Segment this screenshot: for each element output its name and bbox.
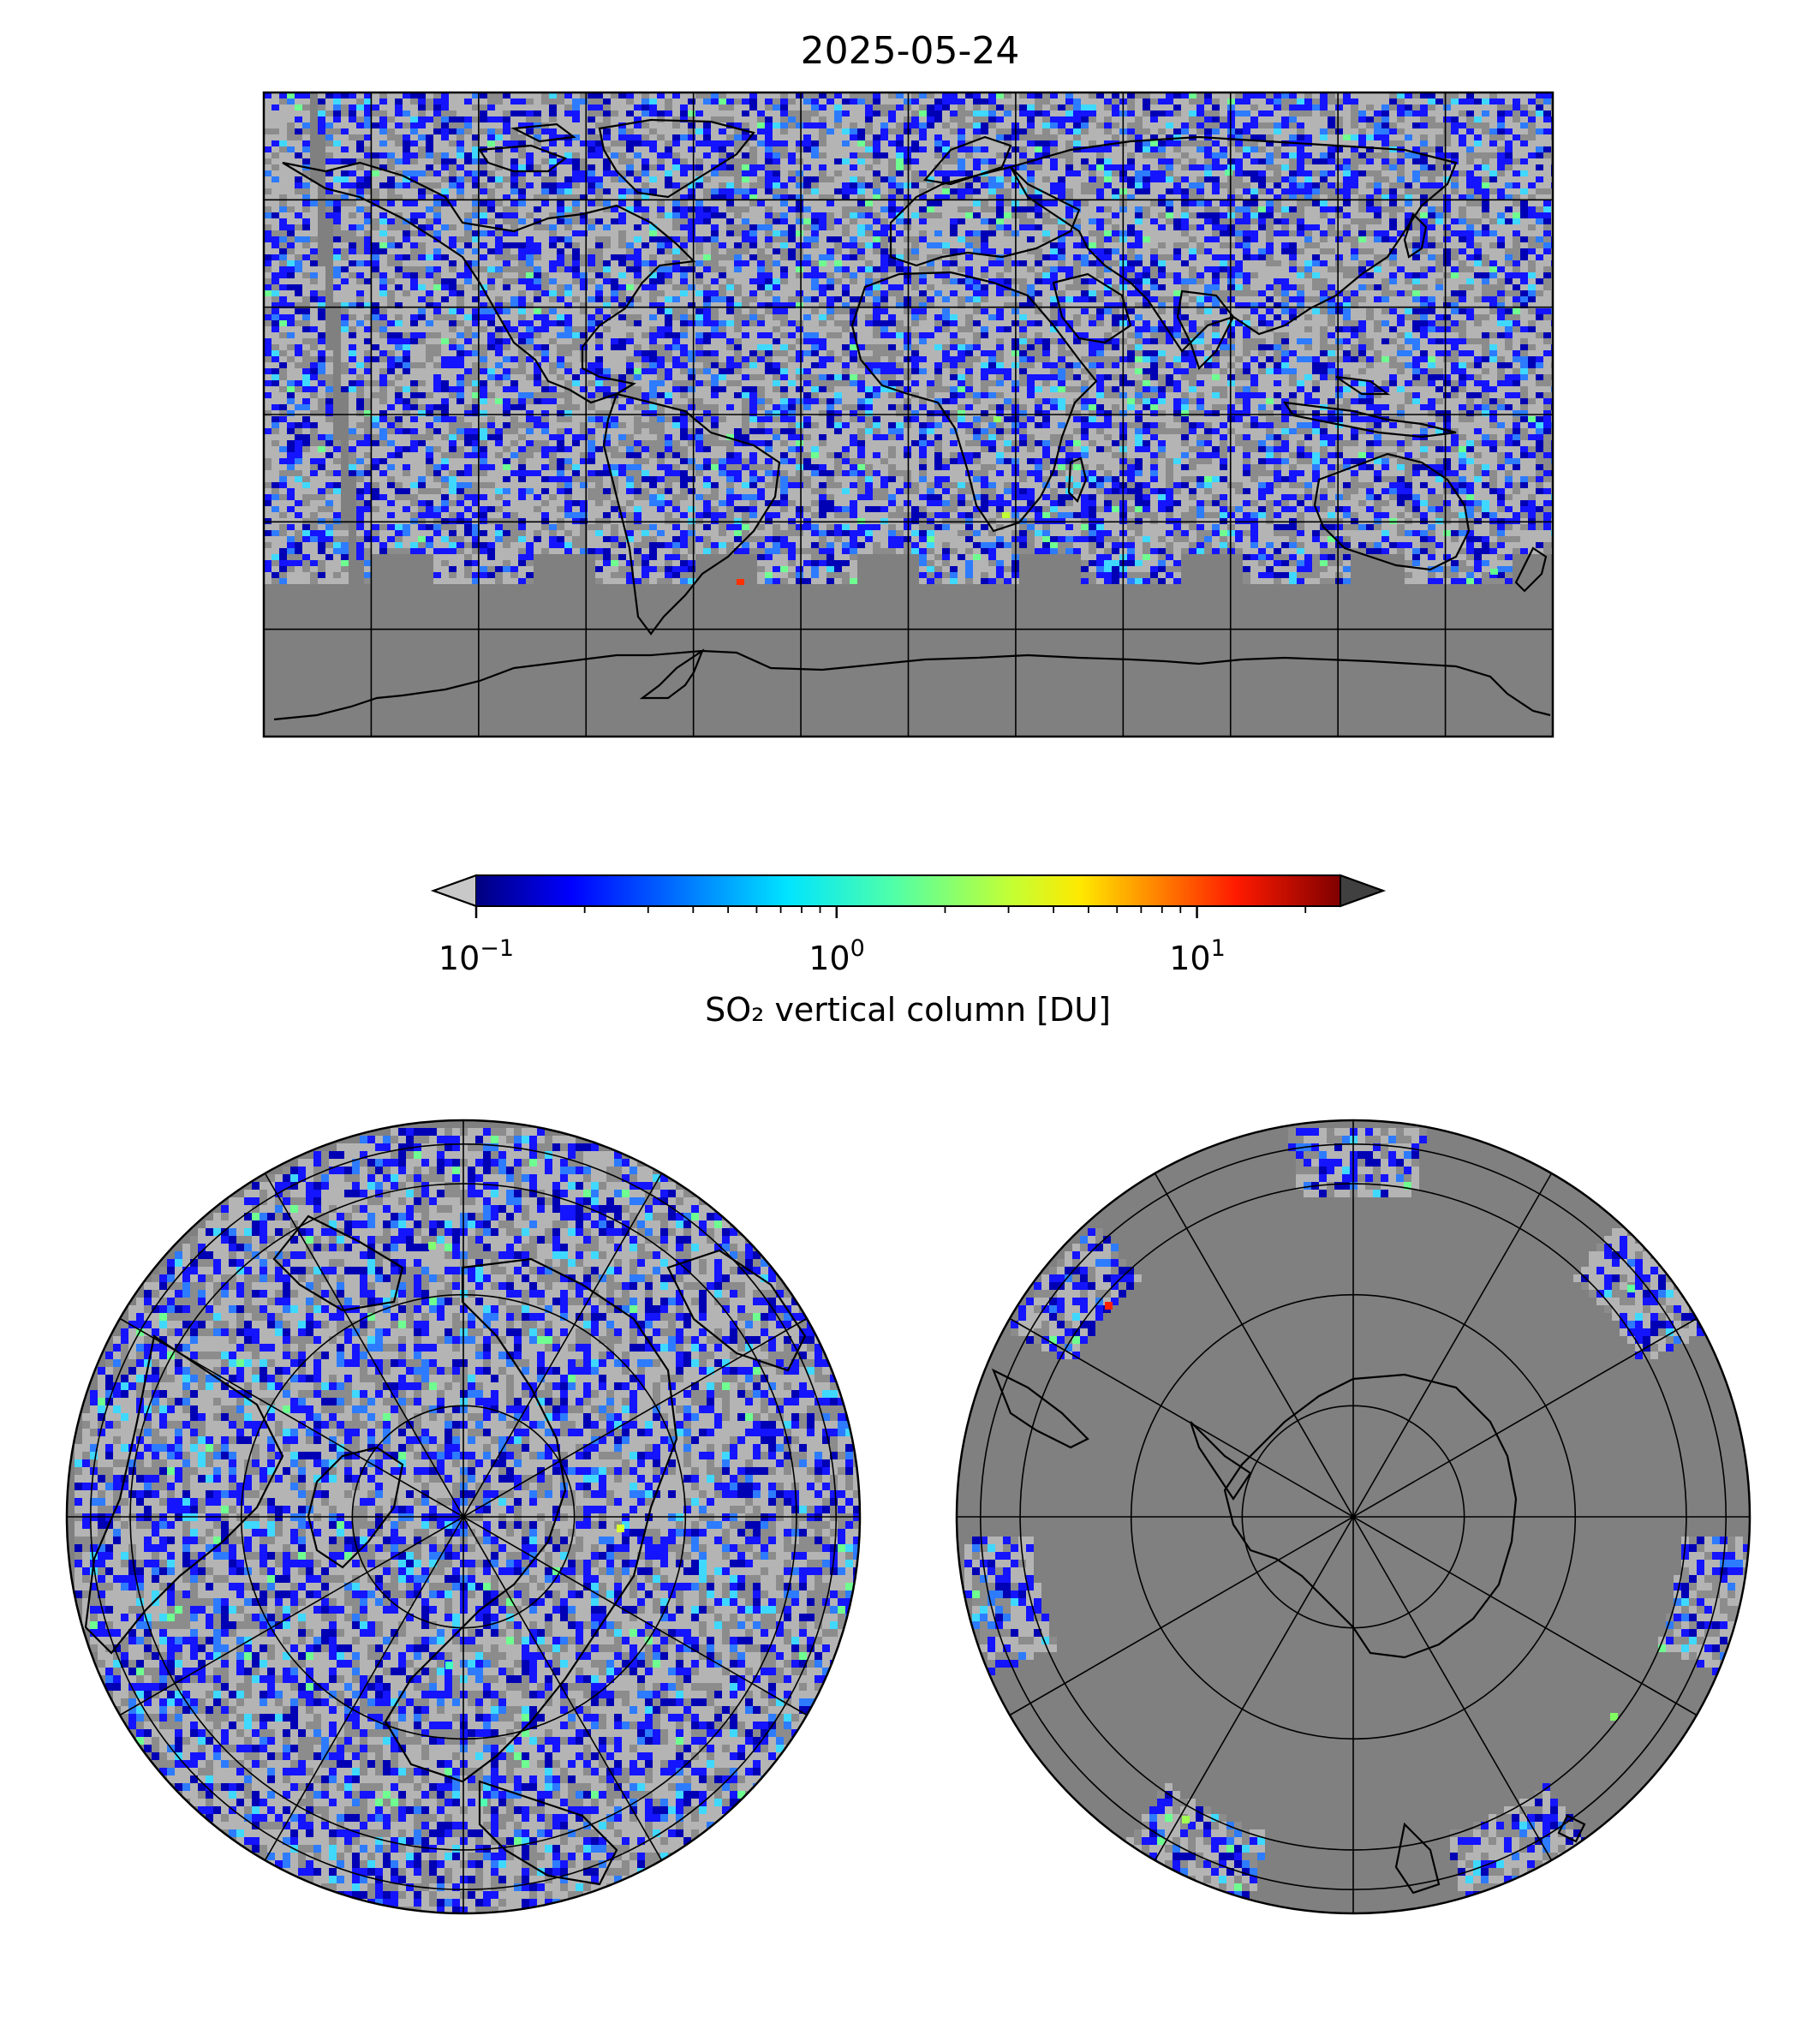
coast-greenland-polar <box>307 1446 404 1569</box>
north-polar-pixels <box>75 1128 860 1913</box>
south-polar-coastlines <box>991 1368 1586 1895</box>
global-map-pixels <box>264 92 1553 585</box>
coast-eurasia-polar <box>384 1257 678 1783</box>
colorbar-tick-label-3: 101 <box>1169 935 1226 977</box>
colorbar-ticks <box>474 906 1307 918</box>
north-polar-frame <box>65 1119 862 1915</box>
coast-europe <box>889 165 1081 267</box>
coast-new-zealand <box>1514 546 1548 593</box>
global-map <box>262 91 1554 738</box>
colorbar-tick-label-1: 10−1 <box>439 935 514 977</box>
coast-arabia <box>1052 272 1132 344</box>
colorbar-gradient <box>476 875 1340 906</box>
coast-south-america-polar <box>991 1368 1089 1449</box>
coast-india <box>1176 289 1235 371</box>
global-coastlines <box>273 118 1551 721</box>
coast-antarctica <box>273 649 1551 721</box>
coast-australia-polar <box>1394 1822 1441 1895</box>
coast-arctic-islands <box>478 122 576 173</box>
colorbar-over-arrow <box>1340 874 1386 908</box>
global-gridlines <box>264 92 1553 737</box>
north-polar-coastlines <box>84 1214 807 1886</box>
colorbar-label: SO₂ vertical column [DU] <box>705 991 1111 1029</box>
coast-north-america <box>282 161 696 404</box>
coast-south-america <box>602 392 781 636</box>
coast-indonesia <box>1282 375 1457 439</box>
coast-canada-polar <box>84 1334 284 1655</box>
south-polar-frame <box>955 1119 1751 1915</box>
coast-madagascar <box>1067 457 1088 503</box>
global-map-frame <box>262 91 1554 738</box>
coast-asia-polar <box>666 1249 807 1372</box>
coast-alaska-polar <box>272 1214 404 1312</box>
coast-europe-polar <box>478 1780 618 1886</box>
coast-greenland <box>598 118 755 199</box>
coast-asia <box>1009 135 1458 353</box>
colorbar-tick-label-2: 100 <box>809 935 865 977</box>
coast-japan <box>1403 212 1428 259</box>
coast-antarctica-polar <box>1223 1373 1518 1659</box>
coast-australia <box>1313 452 1471 571</box>
coast-antarctic-peninsula <box>639 648 705 700</box>
coast-antarctic-peninsula-polar <box>1189 1421 1252 1501</box>
north-polar-gridlines <box>67 1120 860 1913</box>
coast-scandinavia <box>922 135 1012 186</box>
coast-new-zealand-polar <box>1557 1814 1586 1843</box>
south-polar-gridlines <box>957 1120 1750 1913</box>
south-polar-map <box>955 1119 1751 1915</box>
figure-title: 2025-05-24 <box>0 29 1820 73</box>
colorbar: 10−1 100 101 SO₂ vertical column [DU] <box>431 874 1386 1029</box>
colorbar-under-arrow <box>431 874 477 908</box>
north-polar-map <box>65 1119 862 1915</box>
